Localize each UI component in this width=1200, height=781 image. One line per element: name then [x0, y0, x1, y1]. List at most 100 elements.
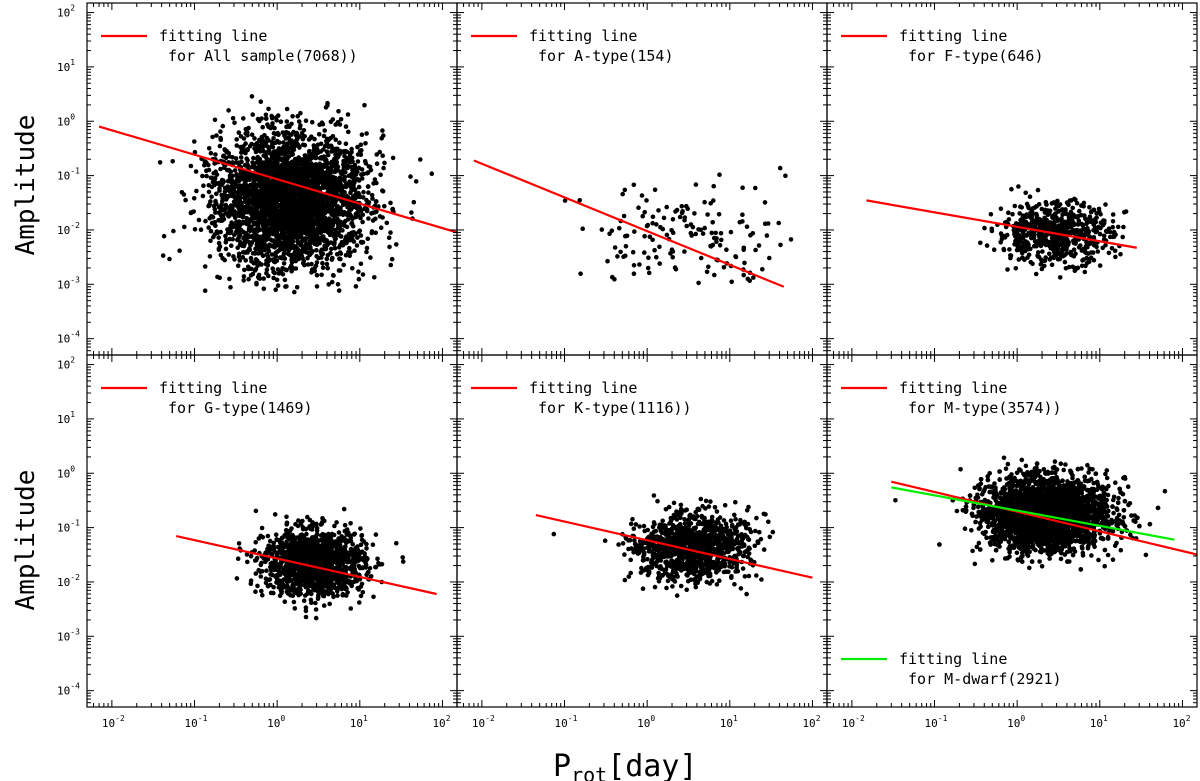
data-point — [644, 198, 649, 203]
data-point — [325, 152, 331, 158]
data-point — [388, 262, 394, 268]
data-point — [333, 210, 338, 216]
data-point — [292, 289, 297, 295]
data-point — [260, 137, 266, 143]
data-point — [344, 224, 350, 230]
data-point — [283, 209, 289, 214]
data-point — [562, 198, 568, 203]
data-point — [246, 219, 252, 225]
data-point — [314, 248, 319, 253]
data-point — [361, 189, 366, 195]
data-point — [698, 255, 704, 261]
data-point — [211, 203, 217, 209]
data-point — [308, 597, 314, 603]
data-point — [982, 225, 987, 231]
data-point — [191, 196, 197, 201]
data-point — [344, 181, 349, 186]
data-point — [301, 195, 307, 200]
data-point — [242, 179, 248, 185]
data-point — [271, 584, 276, 590]
data-point — [325, 266, 331, 271]
data-point — [264, 267, 270, 273]
data-point — [248, 242, 253, 248]
data-point — [229, 178, 235, 183]
data-point — [359, 132, 365, 137]
data-point — [233, 194, 238, 199]
data-point — [242, 250, 248, 255]
data-point — [991, 247, 997, 252]
data-point — [301, 128, 307, 133]
data-point — [297, 195, 302, 200]
data-point — [350, 159, 355, 164]
data-point — [188, 163, 194, 169]
data-point — [319, 272, 324, 278]
data-point — [279, 203, 285, 209]
data-point — [352, 162, 358, 168]
data-point — [280, 266, 285, 271]
data-point — [299, 201, 305, 206]
data-point — [1115, 224, 1121, 230]
data-point — [1076, 218, 1082, 224]
data-point — [203, 218, 208, 224]
data-point — [358, 261, 364, 267]
data-point — [1086, 240, 1092, 246]
data-point — [317, 161, 323, 167]
data-point — [235, 263, 241, 269]
data-point — [748, 233, 753, 238]
data-point — [298, 188, 303, 194]
data-point — [354, 243, 360, 248]
data-point — [302, 142, 308, 148]
data-point — [333, 219, 339, 225]
data-point — [360, 590, 366, 595]
data-point — [294, 208, 300, 213]
data-point — [281, 261, 287, 266]
data-point — [373, 230, 379, 236]
data-point — [287, 233, 293, 239]
data-point — [251, 155, 256, 161]
data-point — [322, 210, 328, 216]
data-point — [1015, 235, 1020, 241]
data-point — [257, 175, 263, 180]
data-point — [335, 593, 340, 598]
data-point — [331, 594, 336, 600]
data-point — [327, 232, 333, 238]
data-point — [249, 234, 254, 240]
data-point — [599, 227, 605, 232]
data-point — [1039, 266, 1045, 272]
data-point — [312, 136, 317, 142]
data-point — [307, 201, 313, 207]
data-point — [349, 221, 354, 226]
data-point — [290, 213, 295, 219]
data-point — [268, 125, 273, 131]
data-point — [284, 243, 289, 248]
data-point — [326, 282, 332, 287]
data-point — [192, 139, 197, 144]
data-point — [689, 233, 694, 238]
data-point — [1081, 204, 1086, 209]
data-point — [696, 280, 701, 286]
data-point — [642, 209, 647, 215]
data-point — [276, 236, 282, 242]
data-point — [219, 179, 224, 185]
data-point — [718, 231, 724, 236]
data-point — [296, 212, 302, 218]
data-point — [223, 246, 229, 252]
data-point — [1019, 250, 1025, 256]
data-point — [1110, 224, 1115, 230]
data-point — [253, 182, 259, 187]
data-point — [380, 128, 385, 133]
data-point — [256, 536, 262, 541]
data-point — [241, 274, 247, 279]
data-point — [1026, 205, 1031, 211]
data-point — [705, 212, 710, 217]
data-point — [1049, 243, 1055, 249]
data-point — [249, 132, 255, 137]
data-point — [287, 265, 293, 271]
data-point — [290, 239, 296, 244]
data-point — [1082, 269, 1088, 275]
data-point — [307, 215, 313, 220]
data-point — [285, 141, 290, 146]
data-point — [1113, 254, 1118, 260]
data-point — [654, 222, 659, 227]
